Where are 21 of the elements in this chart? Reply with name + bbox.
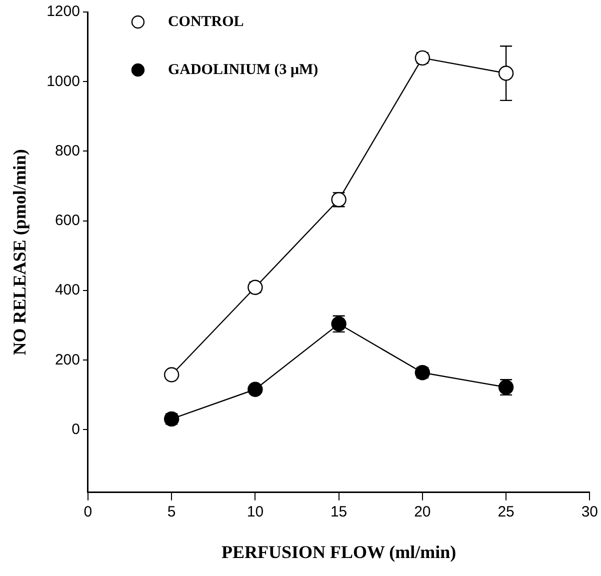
y-tick-label: 600	[54, 212, 80, 230]
x-axis-title: PERFUSION FLOW (ml/min)	[221, 542, 456, 562]
x-tick-label: 10	[246, 504, 264, 521]
y-tick-label: 800	[54, 142, 80, 160]
y-tick-label: 1000	[46, 72, 80, 90]
x-tick-label: 15	[330, 504, 348, 521]
y-axis-title: NO RELEASE (pmol/min)	[9, 149, 30, 356]
y-tick-label: 200	[54, 351, 80, 368]
x-tick-label: 20	[414, 504, 431, 521]
x-tick-label: 30	[581, 504, 598, 521]
x-tick-label: 5	[167, 504, 176, 521]
y-tick-label: 0	[72, 420, 80, 438]
point	[164, 367, 180, 382]
x-tick-label: 25	[498, 504, 514, 521]
y-tick-label: 400	[54, 282, 80, 299]
y-tick-label: 1200	[46, 3, 80, 20]
point	[498, 66, 514, 81]
legend-label: CONTROL	[168, 14, 244, 30]
legend-label: GADOLINIUM (3 μM)	[168, 62, 318, 78]
x-tick-label: 0	[84, 504, 92, 521]
point	[248, 382, 263, 397]
